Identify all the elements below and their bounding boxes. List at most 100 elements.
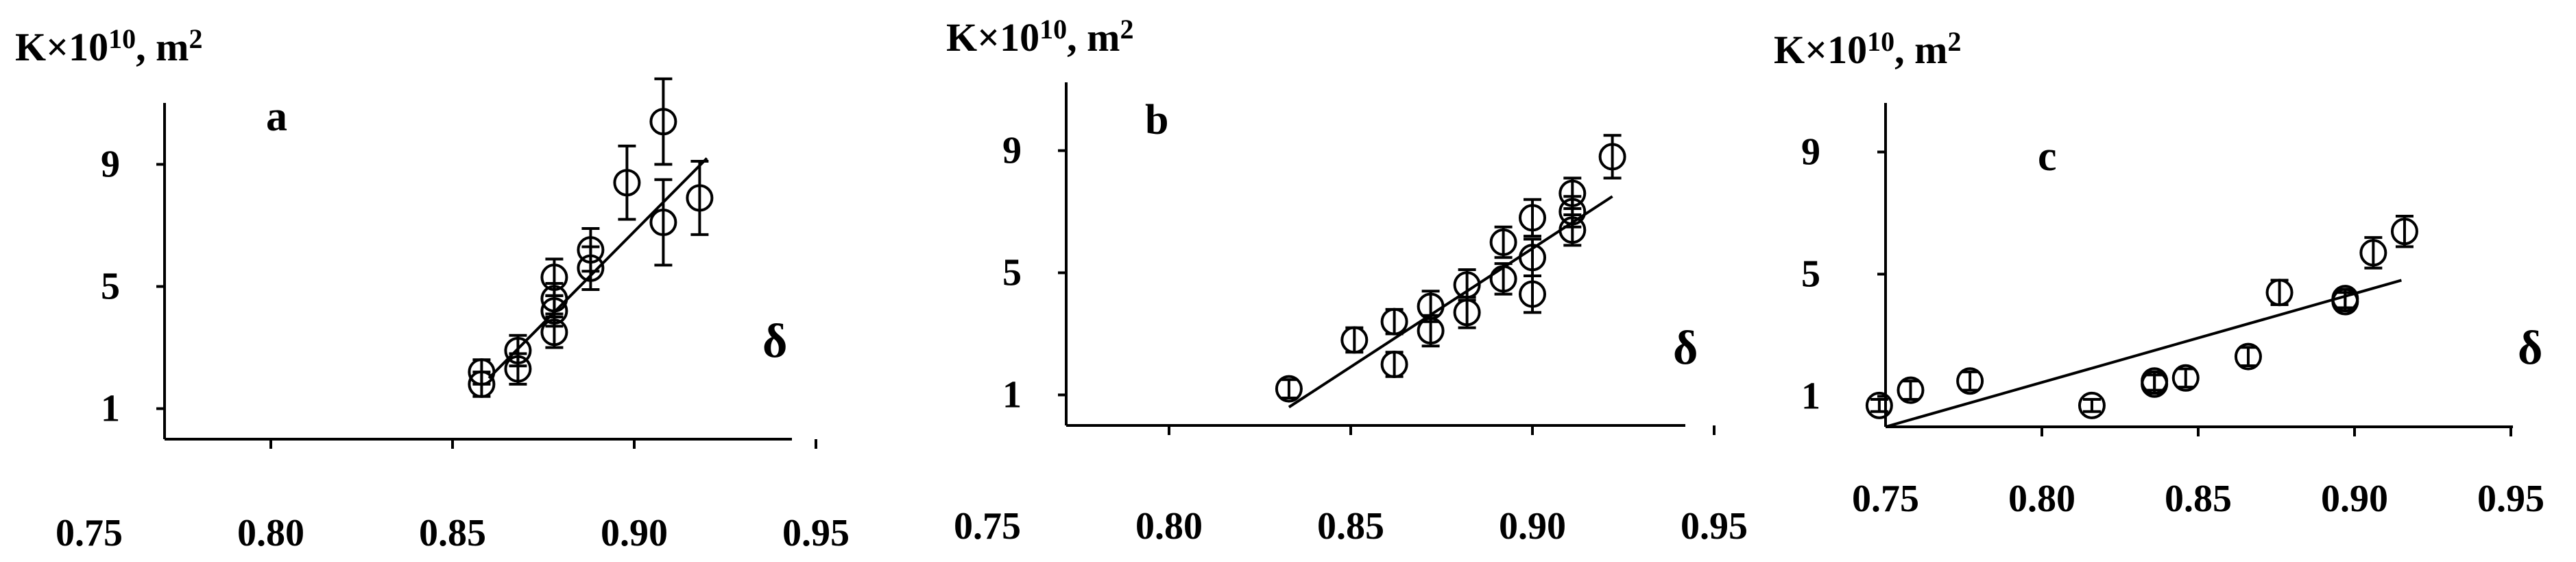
panel-b-point-11 — [1519, 198, 1546, 238]
panel-b-label: b — [1145, 97, 1168, 143]
panel-a-ylabel-unit-exp: 2 — [189, 23, 203, 54]
panel-a-point-2 — [468, 370, 496, 398]
panel-a-xtick-label: 0.85 — [419, 512, 486, 554]
panel-c-point-13 — [2390, 214, 2418, 248]
panel-b-point-8 — [1453, 296, 1481, 329]
panel-c-ytick-label: 5 — [1801, 253, 1820, 296]
panel-b-xtick-label: 0.80 — [1135, 505, 1203, 548]
data-point-marker — [1558, 216, 1587, 244]
panel-c-ylabel-unit-exp: 2 — [1948, 26, 1962, 57]
panel-b-xtick-label: 0.85 — [1317, 505, 1384, 548]
panel-c-xtick-label: 0.90 — [2321, 478, 2388, 520]
panel-b-point-17 — [1598, 134, 1626, 180]
panel-b-point-10 — [1489, 262, 1517, 296]
panel-a-point-8 — [540, 316, 568, 349]
panel-b-ylabel: K×1010, m2 — [946, 14, 1134, 60]
panel-a-ytick-label: 5 — [101, 266, 120, 308]
panel-c-point-2 — [1897, 376, 1925, 404]
panel-a-xlabel: δ — [762, 315, 787, 368]
data-point-marker — [1897, 376, 1925, 404]
panel-c-point-4 — [2078, 391, 2106, 419]
panel-a-xtick-label: 0.95 — [782, 512, 850, 554]
panel-c-ytick-label: 9 — [1801, 131, 1820, 174]
panel-b-point-1 — [1275, 375, 1303, 403]
panel-b-point-13 — [1519, 274, 1546, 314]
panel-a-xtick-label: 0.90 — [601, 512, 668, 554]
panel-b-ytick-label: 9 — [1002, 130, 1022, 172]
panel-b-ylabel-unit-exp: 2 — [1120, 14, 1134, 45]
panel-b-point-12 — [1519, 237, 1546, 277]
panel-a-ylabel-unit: , m — [136, 25, 189, 69]
panel-a: K×1010, m2 a δ 0.75 0.80 0.85 0.90 0.95 1 5 9 — [15, 23, 850, 554]
panel-a-ylabel-prefix: K×10 — [15, 25, 108, 69]
data-point-marker — [504, 355, 532, 383]
panel-c-ticks: 0.75 0.80 0.85 0.90 0.95 1 5 9 — [1801, 131, 2544, 521]
panel-c-xtick-label: 0.75 — [1852, 478, 1919, 520]
data-point-marker — [1519, 204, 1546, 232]
panel-c: K×1010, m2 c δ 0.75 0.80 0.85 0.90 0.95 1 5 9 — [1774, 26, 2544, 520]
panel-c-ylabel-prefix: K×10 — [1774, 27, 1867, 72]
panel-b-point-16 — [1558, 213, 1587, 247]
panel-b-ytick-label: 1 — [1002, 374, 1022, 417]
data-point-marker — [577, 254, 605, 282]
data-point-marker — [2265, 279, 2294, 307]
panel-b-point-2 — [1340, 326, 1369, 354]
panel-a-ytick-label: 9 — [101, 143, 120, 186]
data-point-marker — [1519, 244, 1546, 272]
panel-a-ylabel-exp: 10 — [108, 23, 136, 54]
panel-a-point-10 — [577, 245, 605, 291]
data-point-marker — [1956, 367, 1984, 395]
panel-b-xtick-label: 0.95 — [1681, 505, 1748, 548]
data-point-marker — [2171, 364, 2200, 392]
panel-b-ylabel-unit: , m — [1067, 15, 1120, 60]
panel-a-marks — [468, 77, 714, 398]
panel-b-ytick-label: 5 — [1002, 252, 1022, 294]
panel-b-xlabel: δ — [1673, 322, 1698, 375]
panel-c-ylabel: K×1010, m2 — [1774, 26, 1962, 72]
panel-c-point-11 — [2331, 288, 2359, 316]
panel-b-xtick-label: 0.75 — [954, 505, 1021, 548]
panel-a-point-13 — [649, 178, 677, 267]
panel-c-xtick-label: 0.80 — [2008, 478, 2075, 520]
panel-c-point-6 — [2141, 370, 2169, 398]
data-point-marker — [1489, 265, 1517, 293]
panel-c-marks — [1865, 214, 2418, 428]
panel-b-point-3 — [1380, 307, 1408, 336]
data-point-marker — [1340, 326, 1369, 354]
data-point-marker — [2141, 370, 2169, 398]
data-point-marker — [1417, 317, 1445, 345]
panel-c-xtick-label: 0.85 — [2165, 478, 2232, 520]
data-point-marker — [468, 370, 496, 398]
panel-b-ylabel-exp: 10 — [1039, 14, 1067, 45]
panel-c-label: c — [2038, 133, 2057, 180]
data-point-marker — [1453, 298, 1481, 327]
panel-a-ticks: 0.75 0.80 0.85 0.90 0.95 1 5 9 — [56, 143, 850, 555]
data-point-marker — [1489, 229, 1517, 256]
panel-c-ytick-label: 1 — [1801, 375, 1820, 418]
data-point-marker — [2078, 391, 2106, 419]
panel-b-point-4 — [1380, 351, 1408, 378]
panel-a-fit-line — [487, 157, 708, 379]
panel-c-xtick-label: 0.95 — [2477, 478, 2544, 520]
panel-c-point-12 — [2359, 236, 2387, 270]
panel-b: K×1010, m2 b δ 0.75 0.80 0.85 0.90 0.95 1 5 9 — [946, 14, 1748, 548]
panel-c-point-7 — [2171, 364, 2200, 392]
panel-c-ylabel-unit: , m — [1894, 27, 1947, 72]
panel-a-label: a — [266, 93, 287, 140]
data-point-marker — [1598, 143, 1626, 171]
data-point-marker — [649, 209, 677, 237]
panel-b-xtick-label: 0.90 — [1499, 505, 1566, 548]
panel-a-point-4 — [504, 352, 532, 386]
data-point-marker — [1519, 280, 1546, 308]
data-point-marker — [1380, 351, 1408, 378]
panel-a-point-11 — [613, 144, 641, 221]
panel-b-point-6 — [1417, 314, 1445, 348]
data-point-marker — [2234, 342, 2262, 371]
panel-b-marks — [1275, 134, 1626, 408]
data-point-marker — [2390, 218, 2418, 246]
data-point-marker — [2359, 239, 2387, 267]
panel-a-ytick-label: 1 — [101, 388, 120, 430]
data-point-marker — [1380, 307, 1408, 336]
panel-a-point-12 — [649, 77, 677, 166]
panel-a-xtick-label: 0.80 — [237, 512, 304, 554]
